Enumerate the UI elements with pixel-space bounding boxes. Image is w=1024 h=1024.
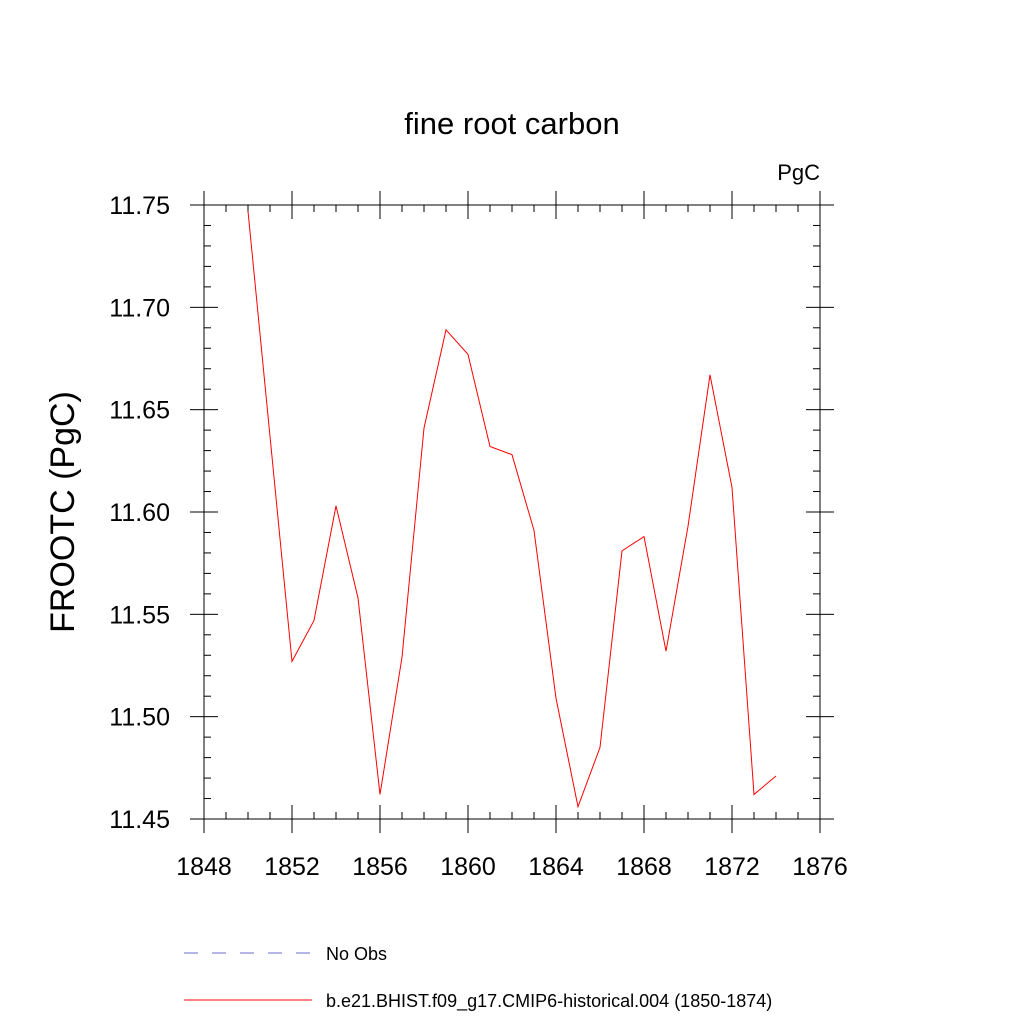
x-tick-label: 1860 (440, 853, 496, 881)
tick-labels: 1848 1852 1856 1860 1864 1868 1872 1876 11.45 11.… (109, 192, 848, 881)
x-tick-label: 1868 (616, 853, 672, 881)
x-tick-label: 1856 (352, 853, 408, 881)
legend-label: b.e21.BHIST.f09_g17.CMIP6-historical.004… (326, 991, 772, 1012)
plot-frame (203, 204, 821, 820)
legend: No Obs b.e21.BHIST.f09_g17.CMIP6-historic… (184, 944, 772, 1012)
y-tick-label: 11.70 (109, 294, 170, 322)
x-tick-label: 1848 (176, 853, 232, 881)
y-tick-label: 11.60 (109, 499, 170, 527)
y-tick-label: 11.50 (109, 704, 170, 732)
series-line-0 (247, 211, 777, 809)
y-tick-label: 11.65 (109, 397, 170, 425)
axis-ticks (190, 191, 834, 833)
y-axis-label: FROOTC (PgC) (44, 391, 82, 633)
chart-title: fine root carbon (404, 106, 619, 141)
x-tick-label: 1852 (264, 853, 320, 881)
series-layer (247, 211, 777, 809)
x-tick-label: 1872 (704, 853, 760, 881)
x-tick-label: 1864 (528, 853, 584, 881)
y-tick-label: 11.75 (109, 192, 170, 220)
units-label: PgC (777, 160, 820, 185)
y-tick-label: 11.45 (109, 806, 170, 834)
y-tick-label: 11.55 (109, 601, 170, 629)
legend-label: No Obs (326, 944, 387, 964)
x-tick-label: 1876 (792, 853, 848, 881)
